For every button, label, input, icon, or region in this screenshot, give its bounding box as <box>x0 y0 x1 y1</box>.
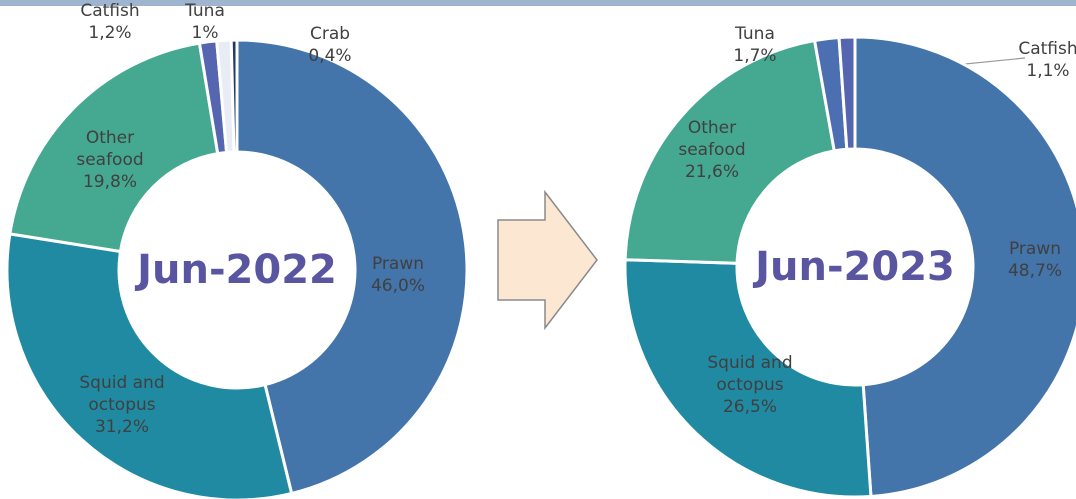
donut-segment <box>623 38 837 265</box>
segment-label: Tuna 1% <box>165 0 245 44</box>
segment-label: Catfish 1,2% <box>70 0 150 44</box>
segment-label: Catfish 1,1% <box>1008 38 1076 82</box>
donut-segment <box>837 35 857 151</box>
segment-label: Crab 0,4% <box>290 23 370 67</box>
donut-segment <box>8 41 220 254</box>
donut-segment <box>853 35 1076 499</box>
category: Other seafood <box>678 118 746 160</box>
value-label: 1% <box>191 23 219 43</box>
center-title: Jun-2023 <box>752 244 955 290</box>
category: Prawn <box>1008 239 1062 259</box>
category: Tuna <box>185 1 225 21</box>
donut-segment <box>229 38 239 154</box>
value-label: 1,1% <box>1026 61 1070 81</box>
segment-label: Other seafood 19,8% <box>65 127 155 193</box>
value-label: 26,5% <box>722 397 777 417</box>
segment-label: Tuna 1,7% <box>715 23 795 67</box>
segment-label: Prawn 46,0% <box>353 253 443 297</box>
category: Catfish <box>1018 39 1076 59</box>
category: Prawn <box>371 254 425 274</box>
value-label: 48,7% <box>1007 261 1062 281</box>
category: Squid and octopus <box>707 353 793 395</box>
donut-segment <box>623 258 873 499</box>
top-band <box>0 0 1076 6</box>
segment-label: Squid and octopus 31,2% <box>62 372 182 438</box>
category: Catfish <box>80 1 140 21</box>
value-label: 0,4% <box>308 46 352 66</box>
segment-label: Squid and octopus 26,5% <box>690 352 810 418</box>
category: Squid and octopus <box>79 373 165 415</box>
segment-label: Prawn 48,7% <box>990 238 1076 282</box>
category: Crab <box>309 24 351 44</box>
value-label: 46,0% <box>370 276 425 296</box>
donut-segment <box>235 38 469 496</box>
segment-label: Other seafood 21,6% <box>667 117 757 183</box>
value-label: 21,6% <box>684 162 739 182</box>
value-label: 1,2% <box>88 23 132 43</box>
value-label: 1,7% <box>733 46 777 66</box>
value-label: 31,2% <box>94 417 149 437</box>
category: Other seafood <box>76 128 144 170</box>
center-title: Jun-2022 <box>134 247 337 293</box>
donut-segment <box>5 232 294 499</box>
category: Tuna <box>735 24 775 44</box>
arrow <box>497 189 598 331</box>
value-label: 19,8% <box>82 172 137 192</box>
